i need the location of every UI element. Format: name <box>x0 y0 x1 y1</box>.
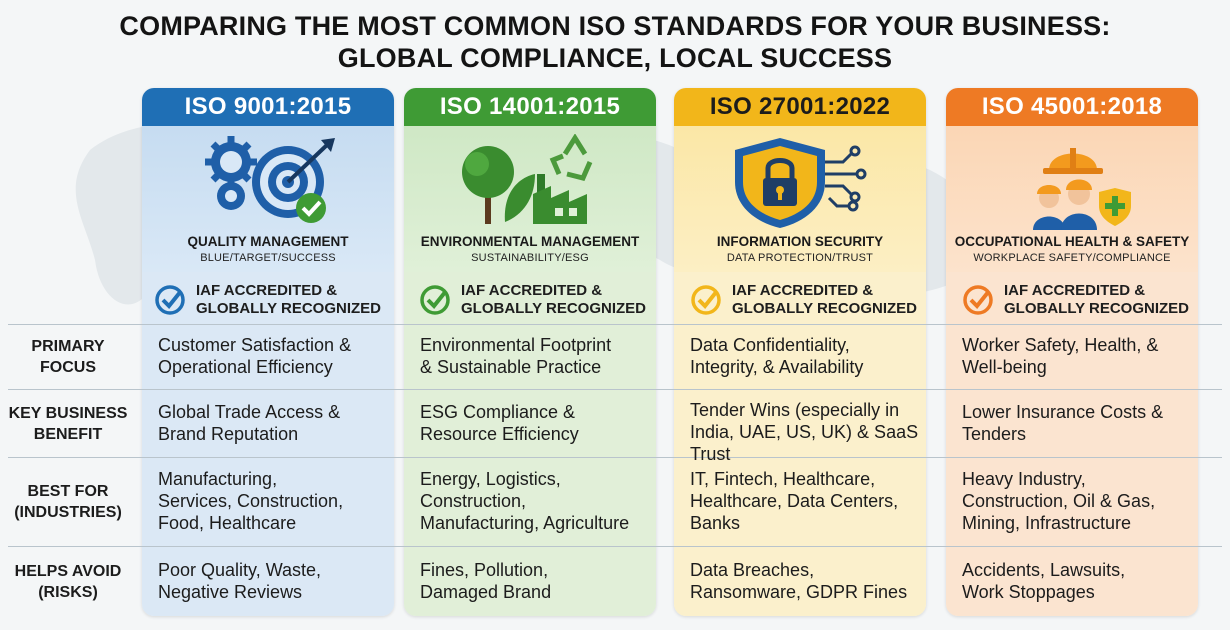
check-circle-icon <box>155 285 185 315</box>
column-body <box>142 272 394 616</box>
column-icon-band: QUALITY MANAGEMENT BLUE/TARGET/SUCCESS <box>142 126 394 272</box>
category-title: QUALITY MANAGEMENT <box>187 234 349 249</box>
row-label-primary-focus: PRIMARY FOCUS <box>31 338 105 376</box>
column-body <box>404 272 656 616</box>
row-label-key-business-benefit: KEY BUSINESS BENEFIT <box>8 405 128 443</box>
badge-line-2: GLOBALLY RECOGNIZED <box>1004 300 1190 317</box>
iaf-badge: IAF ACCREDITED & GLOBALLY RECOGNIZED <box>419 280 646 320</box>
table-cell: Accidents, Lawsuits, Work Stoppages <box>962 560 1126 602</box>
column-header: ISO 45001:2018 <box>946 88 1198 126</box>
table-cell: Heavy Industry, Construction, Oil & Gas, M… <box>962 469 1156 533</box>
check-circle-icon <box>691 285 721 315</box>
badge-line-2: GLOBALLY RECOGNIZED <box>732 300 918 317</box>
row-label-helps-avoid: HELPS AVOID (RISKS) <box>14 563 122 601</box>
iaf-badge: IAF ACCREDITED & GLOBALLY RECOGNIZED <box>962 280 1189 320</box>
category-subtitle: SUSTAINABILITY/ESG <box>471 252 589 264</box>
iaf-badge: IAF ACCREDITED & GLOBALLY RECOGNIZED <box>154 280 381 320</box>
table-cell: Manufacturing, Services, Construction, Foo… <box>158 469 344 533</box>
row-divider <box>8 389 1222 390</box>
table-cell: Poor Quality, Waste, Negative Reviews <box>158 560 322 602</box>
column-body <box>674 272 926 616</box>
table-cell: Energy, Logistics, Construction, Manufactu… <box>420 469 630 533</box>
category-subtitle: DATA PROTECTION/TRUST <box>726 252 874 264</box>
page-title: COMPARING THE MOST COMMON ISO STANDARDS … <box>0 10 1230 74</box>
shield-lock-icon <box>735 138 867 228</box>
category-title: OCCUPATIONAL HEALTH & SAFETY <box>954 234 1190 249</box>
table-cell: Lower Insurance Costs & Tenders <box>962 402 1164 444</box>
tree-factory-recycle-icon <box>462 134 593 224</box>
title-line-1: COMPARING THE MOST COMMON ISO STANDARDS … <box>119 11 1111 41</box>
table-cell: Global Trade Access & Brand Reputation <box>158 402 341 444</box>
table-cell: Data Confidentiality, Integrity, & Availa… <box>690 335 864 377</box>
table-cell: ESG Compliance & Resource Efficiency <box>420 402 579 444</box>
column-iso-27001: ISO 27001:2022 INFORMATION SECURITY DATA… <box>674 88 926 616</box>
row-label-best-for: BEST FOR (INDUSTRIES) <box>14 483 122 521</box>
badge-line-1: IAF ACCREDITED & <box>461 282 603 299</box>
column-icon-band: ENVIRONMENTAL MANAGEMENT SUSTAINABILITY/… <box>404 126 656 272</box>
column-header: ISO 27001:2022 <box>674 88 926 126</box>
table-cell: Data Breaches, Ransomware, GDPR Fines <box>690 560 908 602</box>
column-iso-9001: ISO 9001:2015 QUALITY MANAGEME <box>142 88 394 616</box>
row-divider <box>8 457 1222 458</box>
category-subtitle: WORKPLACE SAFETY/COMPLIANCE <box>973 252 1171 264</box>
table-cell: Customer Satisfaction & Operational Effic… <box>158 335 352 377</box>
table-cell: Tender Wins (especially in India, UAE, US… <box>690 400 919 464</box>
badge-line-2: GLOBALLY RECOGNIZED <box>461 300 647 317</box>
table-cell: Environmental Footprint & Sustainable Pra… <box>420 335 612 377</box>
table-cell: Fines, Pollution, Damaged Brand <box>420 560 552 602</box>
table-cell: Worker Safety, Health, & Well-being <box>962 335 1159 377</box>
column-icon-band: INFORMATION SECURITY DATA PROTECTION/TRU… <box>674 126 926 272</box>
badge-line-1: IAF ACCREDITED & <box>732 282 874 299</box>
column-iso-14001: ISO 14001:2015 ENVIRONMENTAL MANAGEMENT … <box>404 88 656 616</box>
iaf-badge: IAF ACCREDITED & GLOBALLY RECOGNIZED <box>690 280 917 320</box>
column-icon-band: OCCUPATIONAL HEALTH & SAFETY WORKPLACE S… <box>946 126 1198 272</box>
row-divider <box>8 546 1222 547</box>
category-title: ENVIRONMENTAL MANAGEMENT <box>420 234 640 249</box>
column-body <box>946 272 1198 616</box>
row-divider <box>8 324 1222 325</box>
hardhat-workers-icon <box>1033 148 1131 230</box>
target-gear-icon <box>205 136 335 223</box>
column-header: ISO 9001:2015 <box>142 88 394 126</box>
table-cell: IT, Fintech, Healthcare, Healthcare, Data… <box>690 469 899 533</box>
badge-line-1: IAF ACCREDITED & <box>196 282 338 299</box>
check-circle-icon <box>420 285 450 315</box>
check-circle-icon <box>963 285 993 315</box>
column-header: ISO 14001:2015 <box>404 88 656 126</box>
category-title: INFORMATION SECURITY <box>716 234 884 249</box>
column-iso-45001: ISO 45001:2018 OCCUPATIONAL HEALTH & SAF… <box>946 88 1198 616</box>
badge-line-2: GLOBALLY RECOGNIZED <box>196 300 382 317</box>
badge-line-1: IAF ACCREDITED & <box>1004 282 1146 299</box>
category-subtitle: BLUE/TARGET/SUCCESS <box>200 252 336 264</box>
title-line-2: GLOBAL COMPLIANCE, LOCAL SUCCESS <box>337 43 893 73</box>
